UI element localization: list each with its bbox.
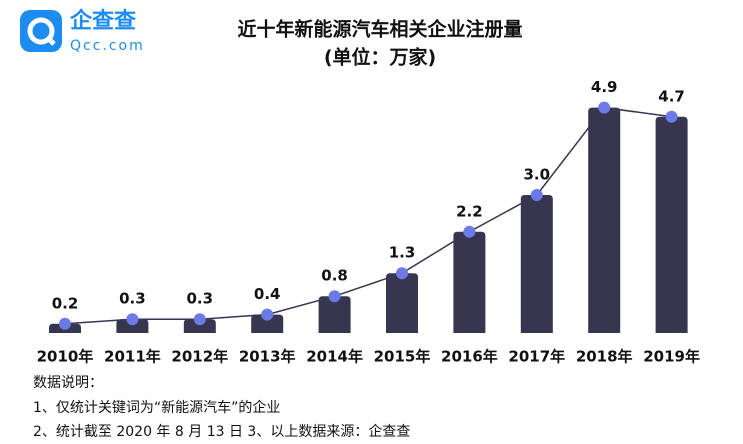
bar	[520, 195, 553, 333]
data-label: 0.3	[119, 290, 146, 308]
bar	[386, 273, 418, 333]
bar	[588, 107, 621, 333]
x-tick-label: 2014年	[306, 348, 363, 366]
marker	[193, 313, 206, 326]
note: 1、仅统计关键词为“新能源汽车”的企业	[33, 399, 280, 416]
x-tick-label: 2010年	[37, 348, 94, 366]
x-tick-label: 2019年	[643, 348, 700, 366]
marker	[598, 101, 611, 114]
marker	[59, 317, 71, 330]
data-label: 0.4	[254, 285, 281, 303]
logo-site: Qcc.com	[70, 38, 145, 54]
marker	[328, 290, 341, 303]
logo-name: 企查查	[69, 8, 136, 34]
chart-title: 近十年新能源汽车相关企业注册量	[237, 18, 522, 41]
data-label: 2.2	[456, 202, 483, 220]
data-label: 0.2	[52, 294, 79, 312]
logo-icon-q-tail	[45, 35, 56, 46]
data-label: 3.0	[524, 166, 551, 184]
x-tick-label: 2012年	[171, 348, 228, 366]
x-tick-label: 2017年	[508, 348, 565, 366]
data-label: 0.8	[321, 267, 348, 285]
x-tick-label: 2013年	[239, 348, 296, 366]
data-label: 4.7	[658, 87, 685, 105]
bar	[251, 314, 284, 333]
note: 数据说明：	[33, 375, 103, 391]
marker	[530, 189, 543, 201]
line	[64, 106, 672, 325]
logo-icon	[20, 10, 62, 52]
x-tick-label: 2011年	[104, 348, 161, 366]
note: 2、统计截至 2020 年 8 月 13 日 3、以上数据来源：企查查	[33, 423, 410, 440]
marker	[463, 225, 476, 238]
data-label: 4.9	[591, 78, 618, 96]
logo-icon-q	[27, 17, 55, 45]
bar	[453, 231, 486, 333]
x-tick-label: 2016年	[441, 348, 498, 366]
marker	[665, 110, 678, 123]
data-label: 1.3	[389, 244, 416, 262]
bar	[116, 319, 149, 333]
x-tick-label: 2018年	[576, 348, 633, 366]
bar	[183, 319, 216, 333]
data-label: 0.3	[187, 290, 214, 308]
marker	[396, 267, 408, 280]
x-tick-label: 2015年	[374, 348, 431, 366]
chart-subtitle: (单位：万家)	[324, 46, 436, 69]
marker	[261, 308, 274, 321]
marker	[126, 313, 139, 326]
bar	[655, 116, 688, 333]
bar	[318, 296, 351, 333]
